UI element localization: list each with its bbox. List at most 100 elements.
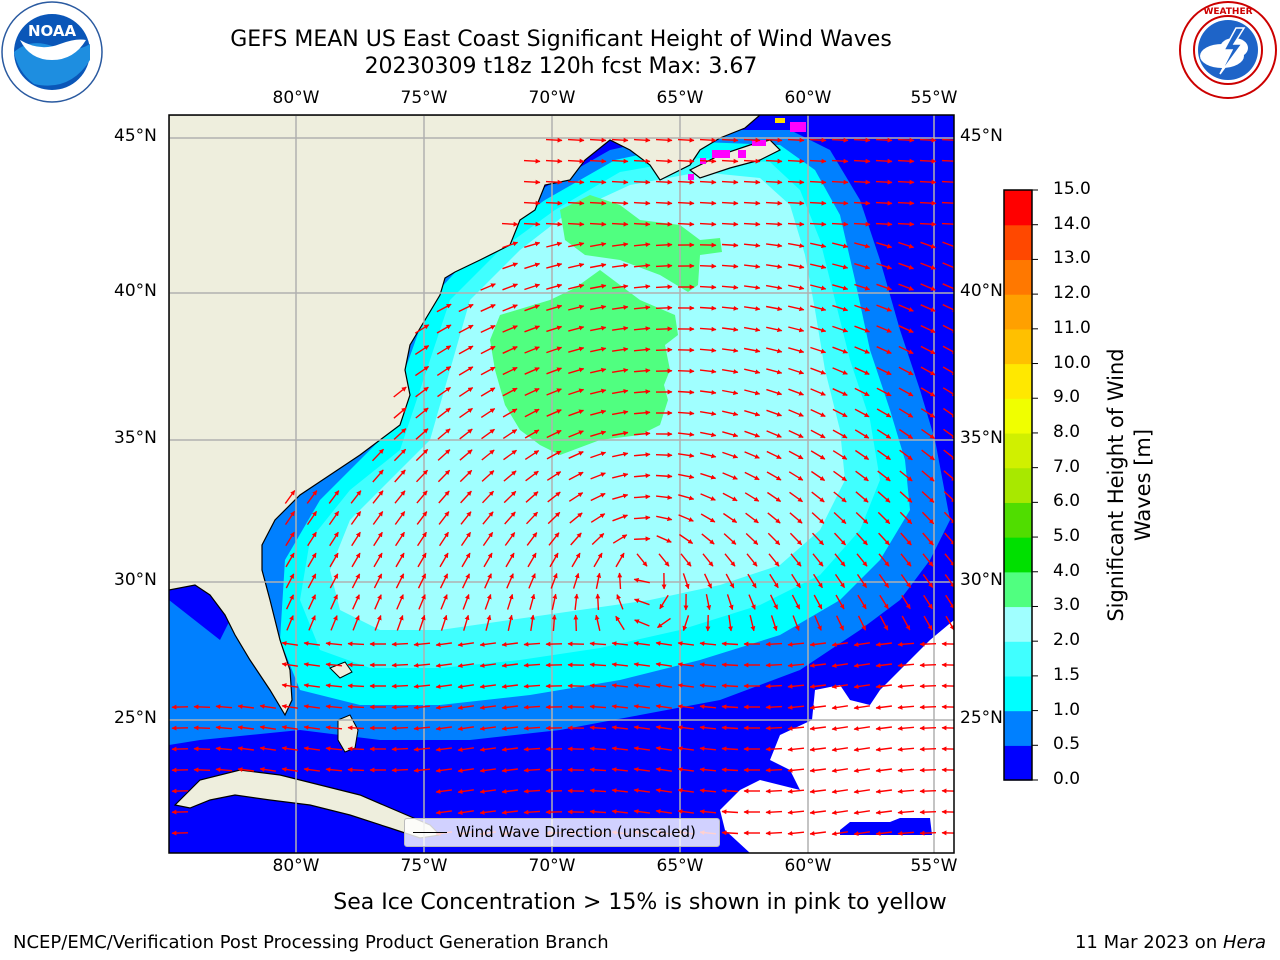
wave-direction-arrow [876, 325, 892, 333]
wave-direction-arrow [413, 641, 431, 647]
wave-direction-arrow [853, 726, 871, 731]
colorbar-segment [1004, 641, 1032, 677]
wave-direction-arrow [457, 747, 475, 752]
wave-direction-arrow [502, 387, 518, 397]
wave-direction-arrow [284, 510, 296, 525]
wave-direction-arrow [457, 726, 475, 731]
wave-direction-arrow [350, 490, 362, 504]
wave-direction-arrow [523, 788, 541, 794]
wave-direction-arrow [677, 704, 694, 709]
wave-direction-arrow [920, 345, 936, 355]
wave-direction-arrow [611, 305, 629, 310]
wave-direction-arrow [765, 662, 783, 668]
wave-direction-arrow [523, 641, 541, 647]
wave-direction-arrow [303, 725, 320, 730]
wave-direction-arrow [524, 262, 541, 270]
wave-direction-arrow [655, 452, 673, 458]
wave-direction-arrow [589, 241, 607, 248]
wave-direction-arrow [941, 200, 954, 206]
wave-direction-arrow [505, 552, 515, 568]
wave-direction-arrow [721, 305, 739, 311]
wave-direction-arrow [919, 809, 937, 815]
wave-direction-arrow [900, 574, 912, 588]
wave-direction-arrow [481, 449, 495, 461]
wave-direction-arrow [281, 704, 299, 709]
wave-direction-arrow [700, 472, 717, 480]
colorbar-segment [1004, 328, 1032, 365]
wave-direction-arrow [765, 305, 783, 312]
wave-direction-arrow [810, 367, 826, 375]
wave-direction-arrow [524, 408, 540, 418]
wave-direction-arrow [744, 451, 760, 459]
wave-direction-arrow [590, 388, 607, 395]
wave-direction-arrow [482, 511, 494, 525]
wave-direction-arrow [437, 449, 451, 461]
wave-direction-arrow [765, 746, 783, 752]
wave-direction-arrow [699, 411, 717, 417]
wave-direction-arrow [919, 179, 937, 185]
wave-direction-arrow [612, 534, 628, 544]
wave-direction-arrow [438, 511, 450, 525]
wave-direction-arrow [373, 573, 383, 589]
wave-direction-arrow [919, 746, 937, 752]
wave-direction-arrow [721, 200, 739, 206]
wave-direction-arrow [281, 641, 299, 646]
wave-direction-arrow [391, 725, 409, 731]
wave-direction-arrow [856, 574, 868, 589]
wave-direction-arrow [436, 324, 452, 334]
wave-direction-arrow [809, 200, 827, 206]
colorbar-tick-label: 1.5 [1053, 664, 1081, 685]
wave-direction-arrow [611, 409, 629, 416]
wave-direction-arrow [350, 511, 362, 525]
wave-direction-arrow [831, 179, 849, 185]
wave-direction-arrow [853, 684, 871, 689]
wave-direction-arrow [415, 469, 429, 483]
wave-direction-arrow [875, 663, 892, 668]
wave-direction-arrow [457, 642, 475, 647]
wave-direction-arrow [215, 746, 233, 752]
wave-direction-arrow [677, 662, 694, 667]
wave-direction-arrow [722, 389, 739, 396]
wave-direction-arrow [413, 704, 431, 710]
wave-direction-arrow [546, 367, 562, 375]
wave-direction-arrow [897, 746, 915, 752]
wave-direction-arrow [833, 532, 847, 546]
wave-direction-arrow [571, 552, 581, 568]
wave-direction-arrow [898, 325, 914, 333]
wave-direction-arrow [677, 137, 695, 143]
wave-direction-arrow [832, 325, 849, 333]
wave-direction-arrow [395, 573, 405, 589]
wave-direction-arrow [788, 347, 805, 354]
wave-direction-arrow [765, 725, 783, 731]
wave-direction-arrow [944, 574, 954, 588]
lon-label-top-60w: 60°W [784, 88, 832, 108]
wave-direction-arrow [789, 491, 803, 503]
wave-direction-arrow [394, 469, 406, 483]
wave-direction-arrow [898, 366, 914, 376]
wave-direction-arrow [791, 594, 801, 610]
wave-direction-arrow [832, 304, 849, 312]
machine-name: Hera [1222, 932, 1266, 953]
wave-direction-arrow [832, 450, 848, 460]
wave-direction-arrow [854, 325, 870, 333]
wave-direction-arrow [655, 200, 673, 206]
colorbar-tick-label: 12.0 [1053, 283, 1091, 304]
wave-direction-arrow [768, 553, 780, 567]
wave-direction-arrow [765, 683, 783, 689]
wave-direction-arrow [832, 429, 848, 439]
wave-direction-arrow [897, 809, 915, 815]
wave-direction-arrow [923, 615, 933, 631]
wave-direction-arrow [391, 641, 409, 647]
wave-direction-arrow [396, 594, 404, 610]
wave-direction-arrow [699, 809, 717, 815]
wave-direction-arrow [633, 515, 651, 521]
wave-direction-arrow [391, 746, 409, 752]
wave-direction-arrow [831, 726, 849, 731]
wave-direction-arrow [722, 327, 739, 332]
wave-direction-arrow [745, 512, 759, 524]
wave-direction-arrow [942, 283, 954, 291]
wave-direction-arrow [879, 615, 889, 631]
wave-direction-arrow [655, 788, 673, 793]
